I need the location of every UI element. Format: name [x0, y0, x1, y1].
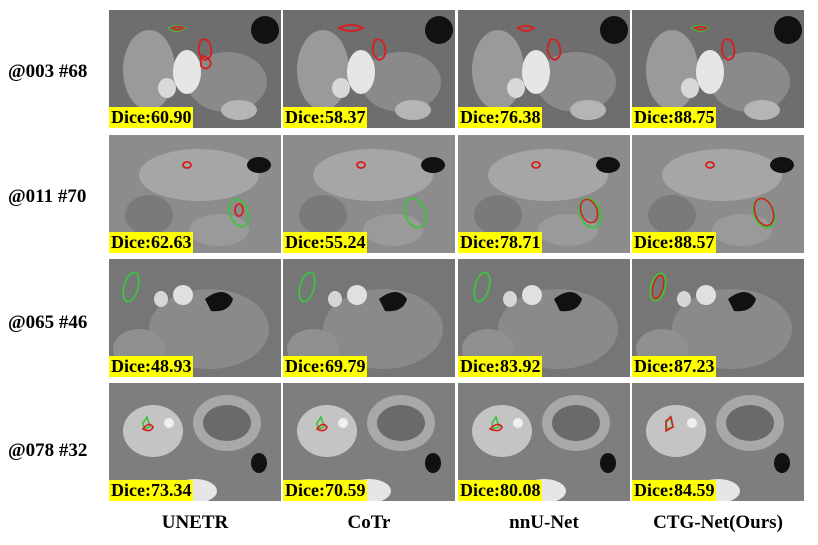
- column-label: UNETR: [161, 512, 229, 533]
- dice-score: Dice:73.34: [109, 480, 194, 501]
- dice-score: Dice:84.59: [632, 480, 717, 501]
- dice-score: Dice:70.59: [283, 480, 368, 501]
- dice-score: Dice:62.63: [109, 232, 194, 253]
- ct-panel: Dice:55.24: [283, 135, 455, 253]
- ct-panel: Dice:80.08: [458, 383, 630, 501]
- ct-image: [283, 259, 455, 377]
- column-label: CTG-Net(Ours): [653, 512, 783, 533]
- ct-panel: Dice:73.34: [109, 383, 281, 501]
- ct-panel: Dice:58.37: [283, 10, 455, 128]
- ct-panel: Dice:84.59: [632, 383, 804, 501]
- row-label: @003 #68: [8, 61, 88, 82]
- row-label: @078 #32: [8, 440, 88, 461]
- ct-panel: Dice:60.90: [109, 10, 281, 128]
- dice-score: Dice:83.92: [458, 356, 543, 377]
- dice-score: Dice:69.79: [283, 356, 368, 377]
- ct-panel: Dice:48.93: [109, 259, 281, 377]
- dice-score: Dice:48.93: [109, 356, 194, 377]
- ct-image: [283, 10, 455, 128]
- dice-score: Dice:60.90: [109, 107, 194, 128]
- ct-panel: Dice:88.75: [632, 10, 804, 128]
- ct-panel: Dice:76.38: [458, 10, 630, 128]
- ct-image: [458, 10, 630, 128]
- ct-image: [109, 135, 281, 253]
- ct-panel: Dice:70.59: [283, 383, 455, 501]
- ct-panel: Dice:83.92: [458, 259, 630, 377]
- ct-panel: Dice:88.57: [632, 135, 804, 253]
- dice-score: Dice:80.08: [458, 480, 543, 501]
- column-label: nnU-Net: [509, 512, 579, 533]
- ct-image: [283, 383, 455, 501]
- ct-panel: Dice:69.79: [283, 259, 455, 377]
- ct-image: [632, 10, 804, 128]
- dice-score: Dice:88.57: [632, 232, 717, 253]
- ct-panel: Dice:78.71: [458, 135, 630, 253]
- row-label: @065 #46: [8, 312, 88, 333]
- ct-image: [109, 383, 281, 501]
- dice-score: Dice:87.23: [632, 356, 717, 377]
- ct-image: [109, 10, 281, 128]
- column-label: CoTr: [347, 512, 391, 533]
- dice-score: Dice:58.37: [283, 107, 368, 128]
- dice-score: Dice:55.24: [283, 232, 368, 253]
- dice-score: Dice:76.38: [458, 107, 543, 128]
- dice-score: Dice:78.71: [458, 232, 543, 253]
- ct-panel: Dice:62.63: [109, 135, 281, 253]
- dice-score: Dice:88.75: [632, 107, 717, 128]
- ct-panel: Dice:87.23: [632, 259, 804, 377]
- row-label: @011 #70: [8, 186, 87, 207]
